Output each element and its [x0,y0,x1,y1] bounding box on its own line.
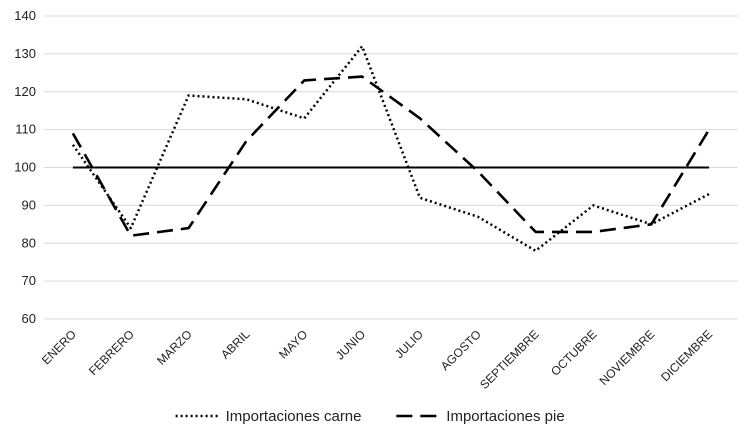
series-line-1 [71,45,710,253]
y-tick-label: 60 [22,311,36,326]
x-axis: ENERO FEBRERO MARZO ABRIL MAYO JUNIO JULIO AGOS… [39,327,715,392]
series-lines [71,45,711,253]
series-line-2 [71,75,711,237]
y-tick-label: 100 [14,160,36,175]
x-tick-label: MARZO [154,327,195,368]
y-tick-label: 130 [14,46,36,61]
y-tick-label: 140 [14,8,36,23]
legend: Importaciones carne Importaciones pie [175,408,565,425]
y-tick-label: 90 [22,197,36,212]
x-tick-label: OCTUBRE [548,327,599,378]
y-tick-label: 70 [22,273,36,288]
x-tick-label: FEBRERO [86,327,137,378]
y-tick-label: 110 [15,122,36,137]
y-axis: 60 70 80 90 100 110 120 130 140 [14,8,36,326]
legend-item: Importaciones carne [175,408,362,425]
legend-label: Importaciones carne [226,408,362,425]
y-tick-label: 80 [22,235,36,250]
x-tick-label: ABRIL [218,327,253,362]
x-tick-label: DICIEMBRE [658,327,715,384]
legend-label: Importaciones pie [446,408,564,425]
x-tick-label: SEPTIEMBRE [477,327,542,392]
x-tick-label: NOVIEMBRE [597,327,658,388]
x-tick-label: JULIO [392,327,426,361]
x-tick-label: AGOSTO [438,327,484,373]
legend-item: Importaciones pie [396,408,565,425]
x-tick-label: JUNIO [333,327,368,362]
x-tick-label: ENERO [39,327,79,367]
y-tick-label: 120 [14,84,36,99]
x-tick-label: MAYO [276,327,310,361]
